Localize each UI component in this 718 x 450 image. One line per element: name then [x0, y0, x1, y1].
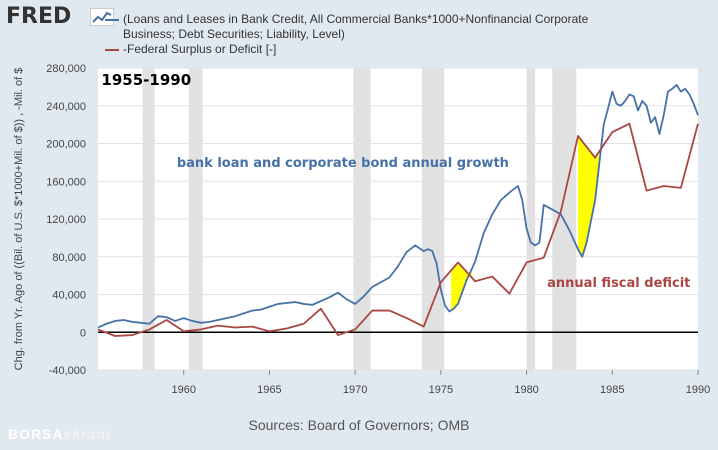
legend-swatch-red [105, 49, 119, 51]
source-note: Sources: Board of Governors; OMB [248, 417, 470, 433]
legend-label-1b: Business; Debt Securities; Liability, Le… [123, 27, 345, 41]
x-tick-label: 1985 [600, 384, 624, 396]
x-tick-label: 1980 [514, 384, 538, 396]
watermark-a: BORSA [8, 426, 64, 442]
chart-canvas: -40,000 0 40,000 80,000 120,000 160,000 200,00… [13, 63, 710, 396]
y-tick-label: 160,000 [46, 176, 86, 188]
y-tick-label: 240,000 [46, 101, 86, 113]
legend-entry-2[interactable]: -Federal Surplus or Deficit [-] [105, 42, 277, 57]
annotation-0: 1955-1990 [101, 71, 191, 89]
y-tick-label: -40,000 [49, 365, 86, 377]
series-line-0 [97, 84, 699, 329]
y-tick-label: 80,000 [52, 252, 86, 264]
y-tick-label: 0 [80, 327, 86, 339]
legend-entry-1[interactable]: (Loans and Leases in Bank Credit, All Co… [105, 12, 589, 42]
x-tick-label: 1960 [171, 384, 195, 396]
y-tick-label: 40,000 [52, 290, 86, 302]
legend-swatch-blue [105, 19, 119, 21]
legend-label-1a: (Loans and Leases in Bank Credit, All Co… [123, 12, 589, 26]
x-tick-label: 1975 [429, 384, 453, 396]
annotation-1: bank loan and corporate bond annual grow… [177, 156, 509, 171]
x-tick-label: 1990 [686, 384, 710, 396]
x-tick-label: 1965 [257, 384, 281, 396]
y-tick-label: 280,000 [46, 63, 86, 75]
x-tick-label: 1970 [343, 384, 367, 396]
series-line-1 [97, 122, 699, 337]
annotation-2: annual fiscal deficit [547, 276, 690, 291]
watermark: BORSAekranı [8, 426, 111, 442]
y-tick-label: 200,000 [46, 139, 86, 151]
fred-logo[interactable]: FRED [6, 4, 72, 29]
logo-graph-icon [90, 8, 114, 26]
highlight-area-1 [578, 135, 599, 257]
y-axis-label: Chg. from Yr. Ago of ((Bil. of U.S. $*10… [13, 68, 25, 371]
highlight-area-0 [451, 262, 472, 311]
y-tick-label: 120,000 [46, 214, 86, 226]
watermark-b: ekranı [63, 426, 111, 442]
legend-label-2: -Federal Surplus or Deficit [-] [123, 42, 277, 56]
